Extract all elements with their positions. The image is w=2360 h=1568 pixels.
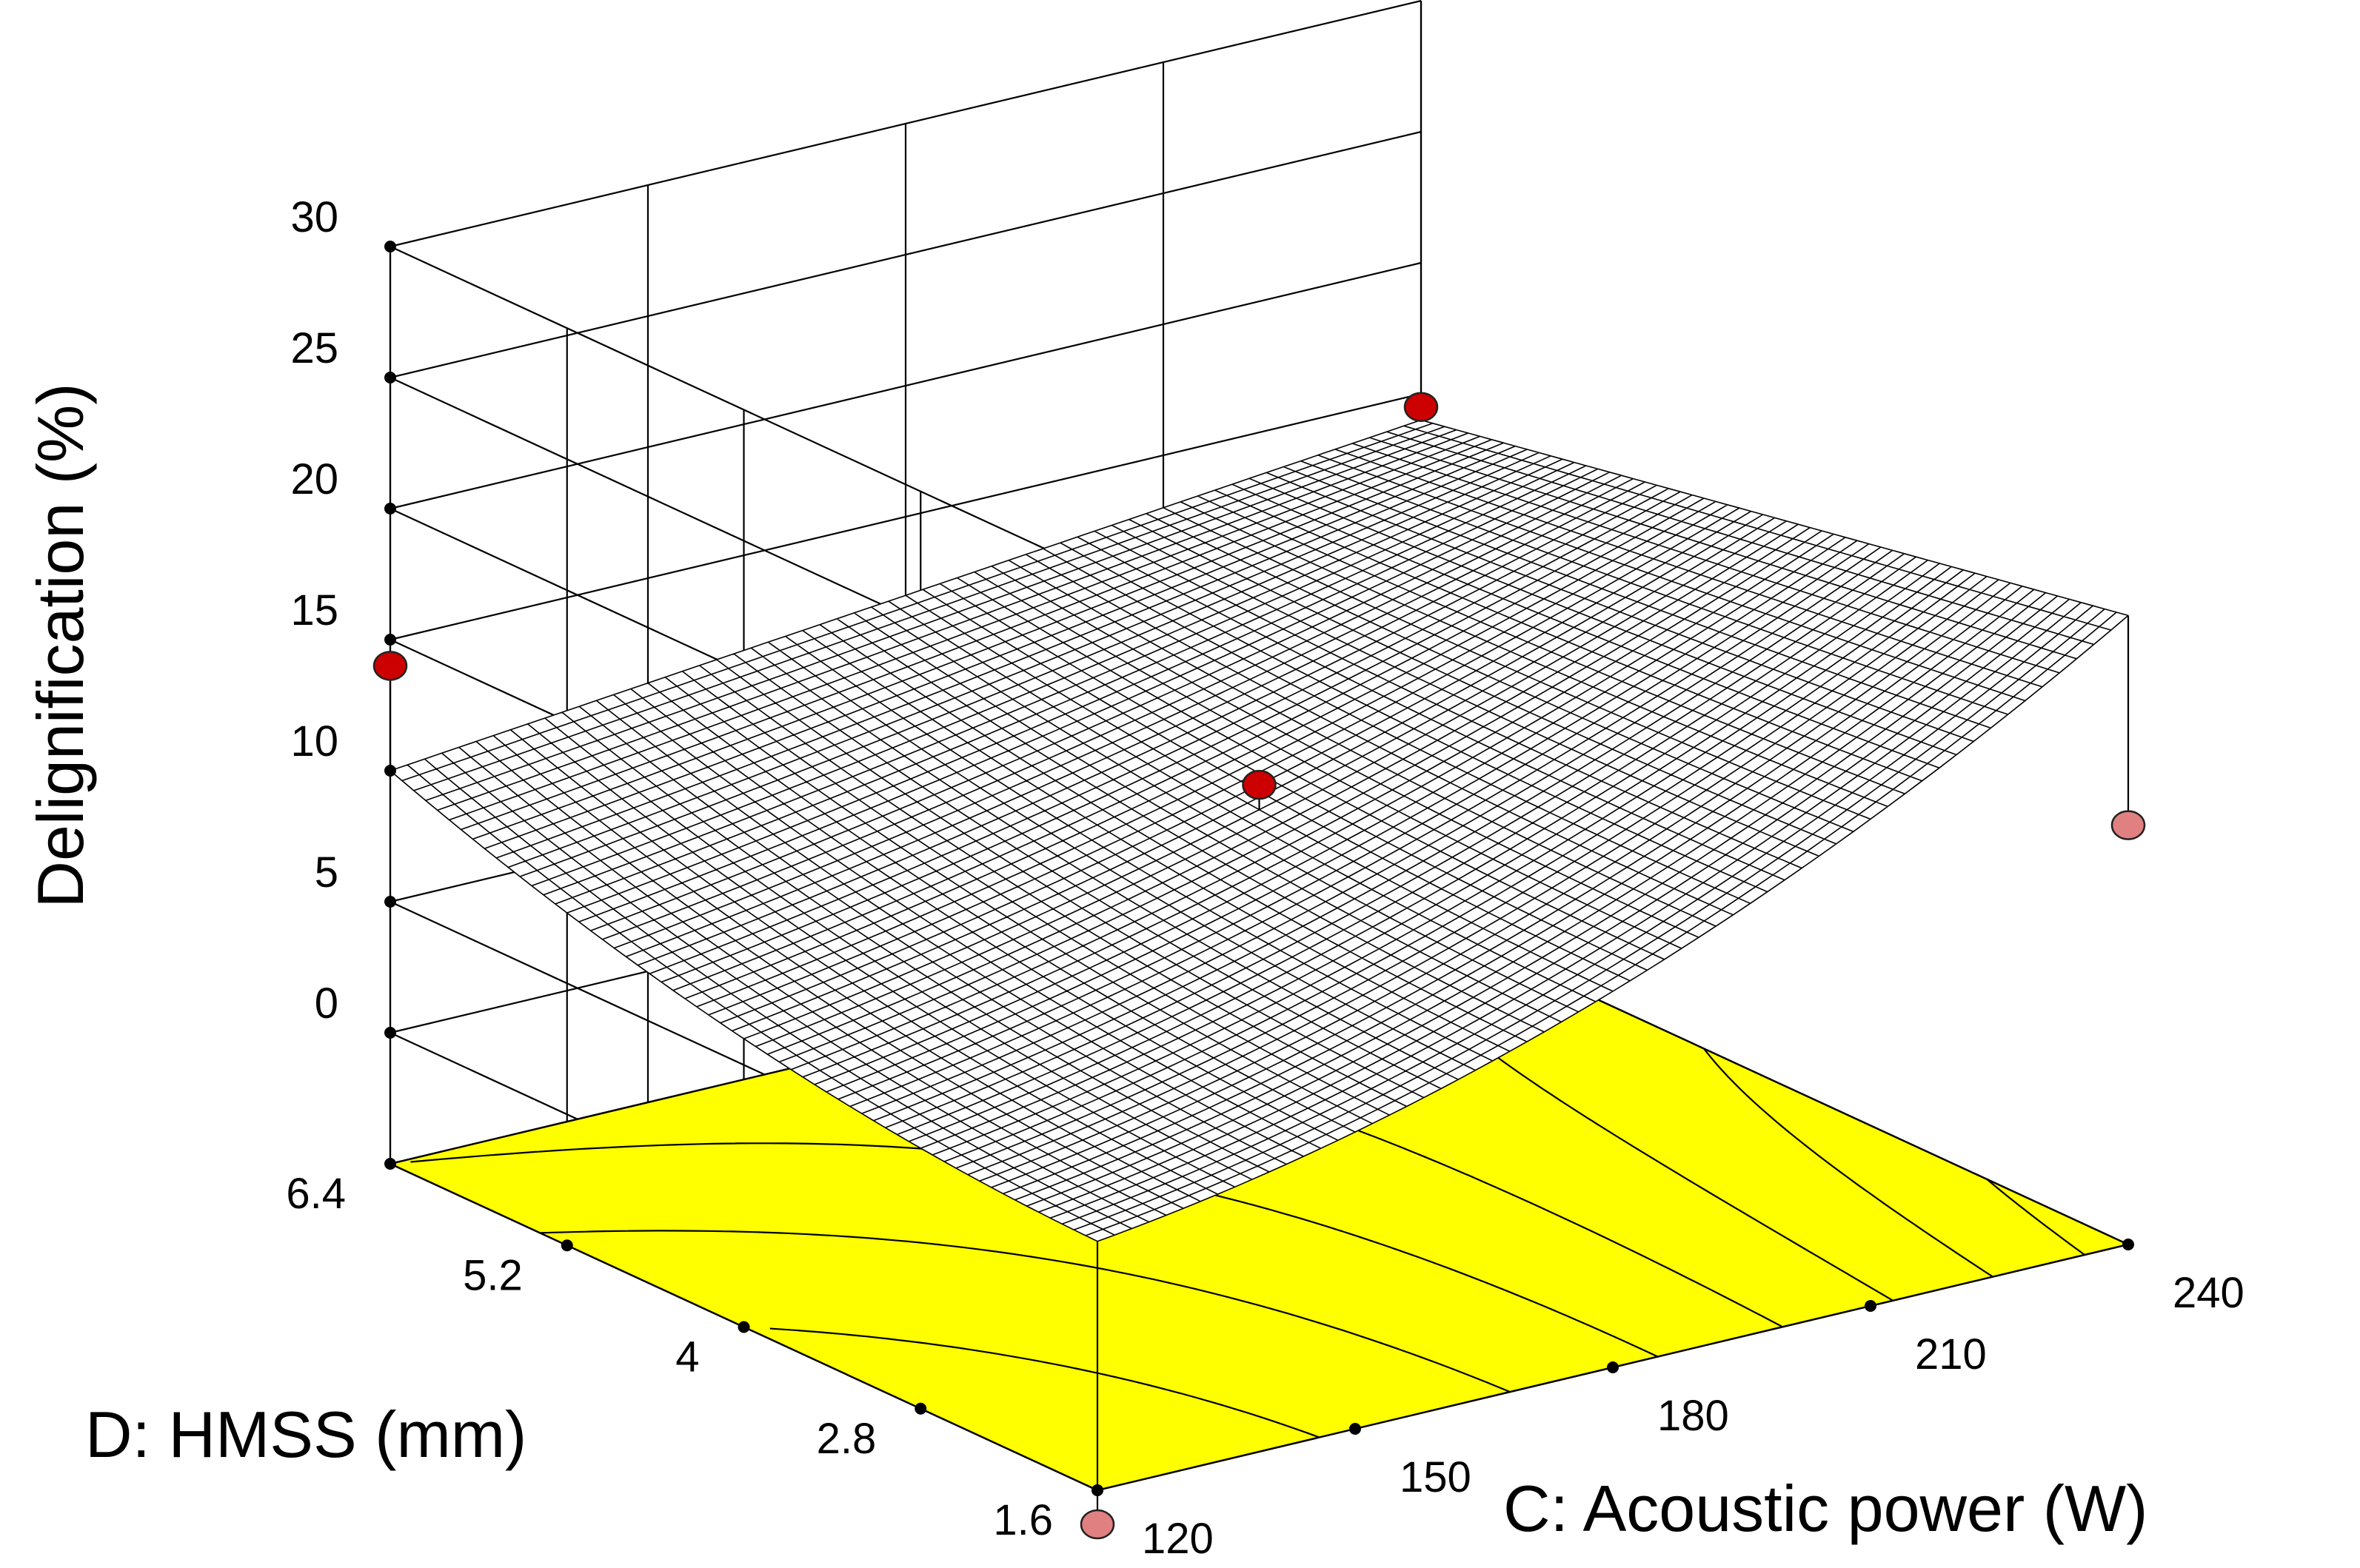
contour-line (1703, 1048, 1993, 1278)
z-tick-label: 20 (290, 455, 338, 503)
x-tick-mark (2122, 1239, 2134, 1250)
contour-line (540, 1230, 1511, 1393)
x-axis-title: C: Acoustic power (W) (1503, 1472, 2147, 1545)
z-axis-title: Delignification (%) (24, 383, 97, 908)
z-tick-label: 0 (315, 979, 338, 1028)
z-tick-label: 25 (290, 324, 338, 372)
x-tick-label: 210 (1915, 1330, 1987, 1378)
design-point (2110, 810, 2146, 840)
y-tick-label: 2.8 (817, 1415, 877, 1463)
z-tick-mark (384, 765, 396, 777)
design-point (1080, 1509, 1115, 1540)
y-tick-mark (1092, 1484, 1103, 1496)
design-point (372, 651, 408, 681)
z-tick-mark (384, 634, 396, 646)
design-point (1403, 392, 1439, 422)
x-tick-mark (1865, 1300, 1876, 1312)
z-tick-mark (384, 896, 396, 908)
y-tick-label: 6.4 (286, 1170, 346, 1218)
x-tick-label: 120 (1142, 1515, 1214, 1563)
x-tick-label: 150 (1400, 1453, 1471, 1501)
contour-line (769, 1327, 1320, 1438)
z-tick-mark (384, 1027, 396, 1039)
y-tick-label: 1.6 (993, 1496, 1053, 1544)
y-tick-label: 5.2 (463, 1251, 523, 1299)
z-tick-mark (384, 503, 396, 515)
x-tick-mark (1607, 1361, 1619, 1373)
y-tick-mark (561, 1239, 573, 1252)
z-tick-label: 5 (315, 848, 338, 897)
z-tick-mark (384, 241, 396, 252)
z-tick-mark (384, 372, 396, 383)
y-axis-title: D: HMSS (mm) (85, 1398, 527, 1471)
design-point (1242, 769, 1277, 800)
contour-line (1986, 1178, 2085, 1256)
design-points-above (372, 392, 1439, 810)
y-tick-label: 4 (675, 1333, 699, 1381)
x-tick-mark (1349, 1423, 1361, 1435)
y-tick-mark (738, 1321, 750, 1333)
z-tick-label: 15 (290, 586, 338, 634)
x-tick-label: 180 (1657, 1392, 1729, 1440)
z-tick-label: 30 (290, 193, 338, 241)
axis-ticks (384, 241, 2134, 1496)
y-tick-mark (915, 1402, 927, 1415)
y-tick-mark (384, 1158, 396, 1170)
tick-labels: 120 150 180 210 240 1.6 2.8 4 5.2 6.4 0 5 10 15 20 25 30 (286, 193, 2244, 1563)
x-tick-label: 240 (2173, 1269, 2244, 1317)
surface-grid (390, 419, 2129, 1242)
z-tick-label: 10 (290, 717, 338, 765)
design-points-below (1080, 615, 2146, 1540)
response-surface-mesh (390, 419, 2129, 1242)
